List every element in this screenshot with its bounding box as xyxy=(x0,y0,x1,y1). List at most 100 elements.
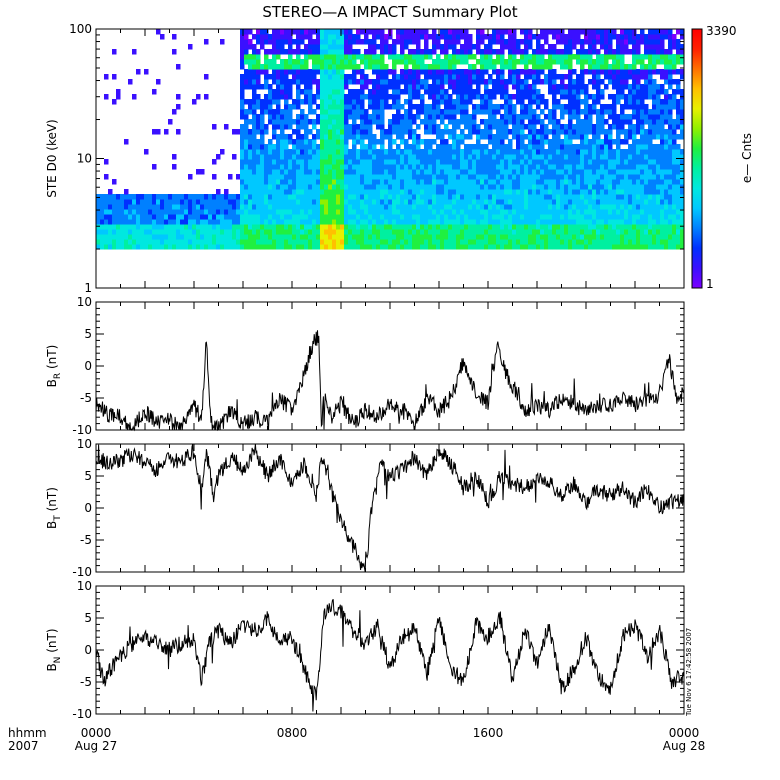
spectrogram-cell xyxy=(412,134,417,140)
spectrogram-cell xyxy=(524,134,529,140)
spectrogram-cell xyxy=(624,244,629,250)
spectrogram-cell xyxy=(532,149,537,155)
spectrogram-cell xyxy=(168,239,173,245)
spectrogram-cell xyxy=(344,154,349,160)
spectrogram-cell xyxy=(288,224,293,230)
spectrogram-cell xyxy=(244,154,249,160)
spectrogram-cell xyxy=(452,79,457,85)
spectrogram-cell xyxy=(112,224,117,230)
spectrogram-cell xyxy=(676,124,681,130)
spectrogram-cell xyxy=(336,59,341,65)
spectrogram-cell xyxy=(204,219,209,225)
spectrogram-cell xyxy=(636,49,641,55)
spectrogram-cell xyxy=(612,54,617,60)
spectrogram-cell xyxy=(636,34,641,40)
spectrogram-cell xyxy=(516,179,521,185)
spectrogram-cell xyxy=(560,34,565,40)
spectrogram-cell xyxy=(372,209,377,215)
spectrogram-cell xyxy=(468,189,473,195)
spectrogram-cell xyxy=(520,164,525,170)
spectrogram-cell xyxy=(152,194,157,200)
spectrogram-cell xyxy=(600,229,605,235)
spectrogram-cell xyxy=(348,114,353,120)
spectrogram-cell xyxy=(580,204,585,210)
spectrogram-cell xyxy=(308,159,313,165)
spectrogram-cell xyxy=(444,54,449,60)
spectrogram-cell xyxy=(284,224,289,230)
spectrogram-cell xyxy=(384,104,389,110)
spectrogram-cell xyxy=(412,49,417,55)
spectrogram-cell xyxy=(288,69,293,75)
spectrogram-cell xyxy=(600,29,605,35)
spectrogram-cell xyxy=(100,199,105,205)
spectrogram-cell xyxy=(640,174,645,180)
spectrogram-cell xyxy=(292,129,297,135)
spectrogram-cell xyxy=(344,209,349,215)
spectrogram-cell xyxy=(304,244,309,250)
spectrogram-cell xyxy=(240,169,245,175)
spectrogram-cell xyxy=(448,239,453,245)
spectrogram-cell xyxy=(312,54,317,60)
spectrogram-cell xyxy=(360,99,365,105)
spectrogram-cell xyxy=(624,74,629,80)
spectrogram-cell xyxy=(500,224,505,230)
spectrogram-cell xyxy=(380,204,385,210)
spectrogram-cell xyxy=(388,34,393,40)
spectrogram-cell xyxy=(404,214,409,220)
spectrogram-cell xyxy=(452,39,457,45)
spectrogram-cell xyxy=(352,79,357,85)
spectrogram-cell xyxy=(132,219,137,225)
spectrogram-cell xyxy=(488,89,493,95)
spectrogram-cell xyxy=(544,189,549,195)
spectrogram-cell xyxy=(220,199,225,205)
spectrogram-cell xyxy=(100,234,105,240)
spectrogram-cell xyxy=(260,144,265,150)
spectrogram-cell xyxy=(204,209,209,215)
spectrogram-cell xyxy=(264,69,269,75)
spectrogram-cell xyxy=(616,164,621,170)
spectrogram-cell xyxy=(656,129,661,135)
spectrogram-column xyxy=(424,29,429,250)
spectrogram-cell xyxy=(636,209,641,215)
spectrogram-cell xyxy=(324,174,329,180)
spectrogram-cell xyxy=(388,189,393,195)
spectrogram-cell xyxy=(552,199,557,205)
spectrogram-cell xyxy=(512,64,517,70)
spectrogram-cell xyxy=(256,144,261,150)
spectrogram-cell xyxy=(652,174,657,180)
spectrogram-cell xyxy=(176,239,181,245)
spectrogram-cell xyxy=(252,84,257,90)
spectrogram-cell xyxy=(328,209,333,215)
spectrogram-cell xyxy=(652,199,657,205)
spectrogram-cell xyxy=(252,144,257,150)
spectrogram-cell xyxy=(456,49,461,55)
spectrogram-cell xyxy=(336,224,341,230)
spectrogram-cell xyxy=(324,64,329,70)
spectrogram-cell xyxy=(648,74,653,80)
spectrogram-cell xyxy=(104,234,109,240)
spectrogram-cell xyxy=(504,214,509,220)
spectrogram-cell xyxy=(440,109,445,115)
spectrogram-cell xyxy=(176,199,181,205)
spectrogram-cell xyxy=(528,214,533,220)
spectrogram-cell xyxy=(620,164,625,170)
spectrogram-cell xyxy=(472,159,477,165)
spectrogram-cell xyxy=(472,234,477,240)
spectrogram-cell xyxy=(244,99,249,105)
spectrogram-cell xyxy=(296,214,301,220)
spectrogram-cell xyxy=(252,79,257,85)
spectrogram-cell xyxy=(644,174,649,180)
spectrogram-cell xyxy=(284,194,289,200)
spectrogram-cell xyxy=(564,199,569,205)
spectrogram-cell xyxy=(600,129,605,135)
spectrogram-cell xyxy=(396,74,401,80)
spectrogram-cell xyxy=(124,139,129,145)
spectrogram-cell xyxy=(320,179,325,185)
spectrogram-column xyxy=(604,29,609,250)
spectrogram-cell xyxy=(488,209,493,215)
spectrogram-cell xyxy=(596,219,601,225)
spectrogram-cell xyxy=(372,189,377,195)
spectrogram-cell xyxy=(180,214,185,220)
spectrogram-cell xyxy=(308,194,313,200)
spectrogram-cell xyxy=(268,229,273,235)
